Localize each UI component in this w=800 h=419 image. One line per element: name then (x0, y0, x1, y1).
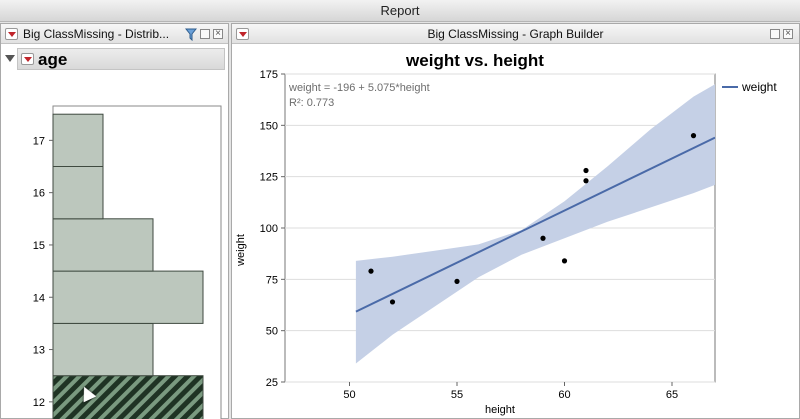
fit-line (355, 136, 716, 313)
distribution-restore-button[interactable] (200, 29, 210, 39)
graph-panel-title: Big ClassMissing - Graph Builder (427, 27, 604, 41)
x-tick-label: 50 (343, 389, 355, 401)
distribution-close-button[interactable]: × (213, 29, 223, 39)
histogram-bar-age-12[interactable] (52, 375, 204, 419)
window-titlebar: Report (0, 0, 800, 22)
histogram-tick-label: 16 (33, 188, 45, 200)
filter-funnel-icon[interactable] (185, 28, 197, 41)
y-tick-label: 125 (260, 172, 278, 184)
histogram-tick-label: 15 (33, 240, 45, 252)
age-title-box: age (17, 48, 225, 70)
data-point[interactable] (540, 235, 546, 241)
distribution-panel: Big ClassMissing - Distrib... × age 12 13… (0, 23, 229, 419)
data-point[interactable] (583, 178, 589, 184)
histogram-bar-age-16[interactable] (52, 166, 104, 220)
graph-panel-header: Big ClassMissing - Graph Builder × (232, 24, 799, 44)
legend[interactable]: weight (722, 80, 777, 94)
graph-builder-panel: Big ClassMissing - Graph Builder × weigh… (231, 23, 800, 419)
data-point[interactable] (561, 258, 568, 264)
histogram-tick-label: 14 (33, 292, 45, 304)
age-histogram: 12 13 14 15 16 17 (33, 105, 222, 419)
window-title: Report (380, 3, 420, 18)
data-point[interactable] (389, 299, 396, 305)
age-variable-label: age (38, 50, 68, 69)
histogram-tick-label: 13 (33, 345, 45, 357)
histogram-bar-age-17[interactable] (52, 113, 104, 167)
graph-red-triangle-menu[interactable] (236, 28, 249, 40)
y-axis-label: weight (235, 234, 247, 267)
histogram-bar-age-13[interactable] (52, 322, 154, 377)
x-tick-label: 65 (666, 389, 678, 401)
x-tick-label: 55 (451, 389, 463, 401)
y-tick-label: 75 (266, 274, 278, 286)
distribution-panel-header: Big ClassMissing - Distrib... × (1, 24, 228, 44)
disclosure-triangle-icon[interactable] (5, 55, 15, 62)
histogram-bar-age-15[interactable] (52, 218, 154, 272)
age-outline-header: age (3, 48, 225, 70)
graph-restore-button[interactable] (770, 29, 780, 39)
histogram-tick-label: 12 (33, 397, 45, 409)
y-tick-label: 25 (266, 377, 278, 389)
y-tick-label: 175 (260, 69, 278, 81)
y-tick-label: 150 (260, 120, 278, 132)
distribution-panel-title: Big ClassMissing - Distrib... (23, 27, 170, 41)
chart-title: weight vs. height (405, 51, 544, 70)
histogram-tick-label: 17 (33, 135, 45, 147)
histogram-bar-age-14[interactable] (52, 270, 204, 324)
y-tick-label: 100 (260, 223, 278, 235)
data-point[interactable] (368, 268, 374, 274)
scatter-graph: weight vs. height 25 50 75 100 125 150 175 50 55… (235, 51, 777, 416)
fit-equation: weight = -196 + 5.075*height (288, 82, 430, 94)
data-point[interactable] (690, 133, 697, 139)
legend-label: weight (741, 80, 777, 94)
r-squared: R²: 0.773 (289, 97, 334, 109)
x-axis-label: height (485, 404, 515, 416)
x-tick-label: 60 (558, 389, 570, 401)
distribution-red-triangle-menu[interactable] (5, 28, 18, 40)
graph-close-button[interactable]: × (783, 29, 793, 39)
data-point[interactable] (583, 167, 589, 174)
data-point[interactable] (454, 278, 460, 284)
y-tick-label: 50 (266, 326, 278, 338)
age-red-triangle-menu[interactable] (21, 53, 34, 65)
